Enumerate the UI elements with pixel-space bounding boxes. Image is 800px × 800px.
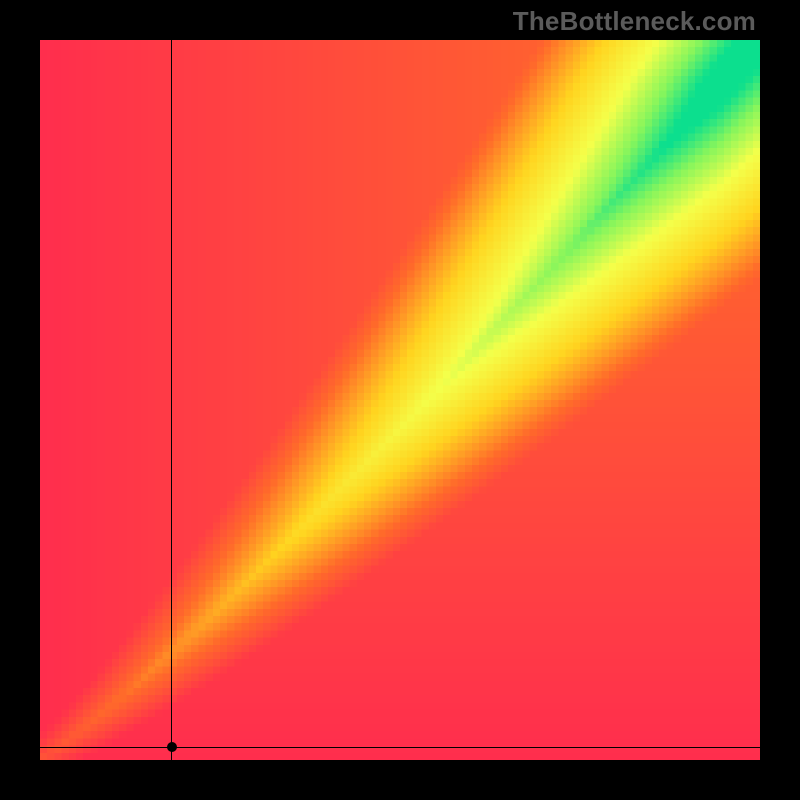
marker-point — [167, 742, 177, 752]
crosshair-vertical — [171, 40, 172, 760]
watermark-text: TheBottleneck.com — [513, 6, 756, 37]
plot-area — [40, 40, 760, 760]
crosshair-horizontal — [40, 747, 760, 748]
chart-outer: TheBottleneck.com — [0, 0, 800, 800]
gradient-field-canvas — [40, 40, 760, 760]
